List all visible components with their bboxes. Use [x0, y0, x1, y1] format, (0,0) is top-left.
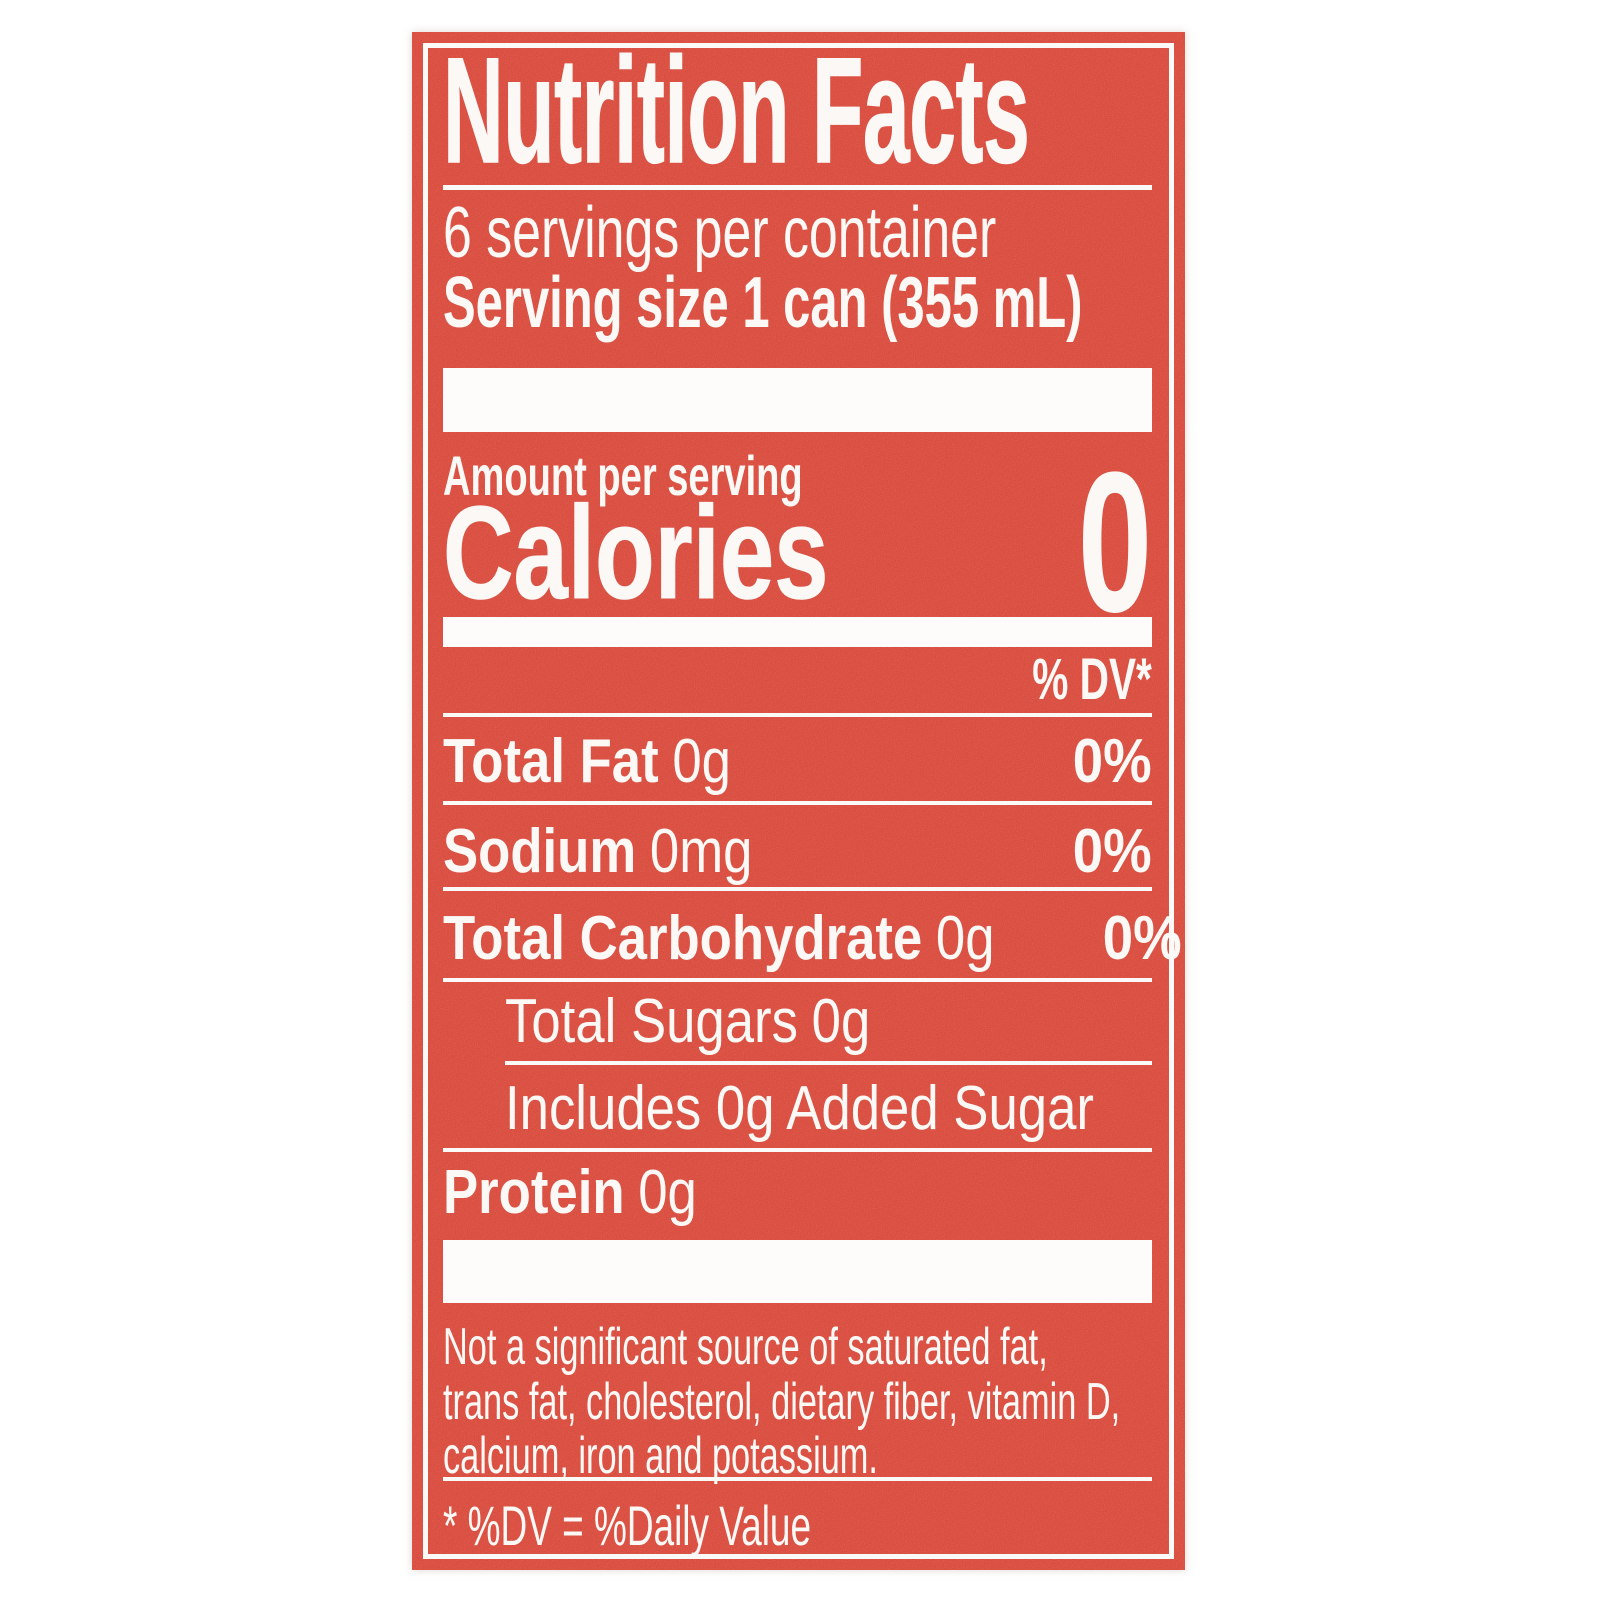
serving-size-text: Serving size 1 can (355 mL) — [443, 263, 1083, 343]
nutrient-name-text: Total Carbohydrate — [443, 904, 923, 973]
separator-bar-bottom — [443, 1240, 1152, 1303]
nutrient-amount: 0g — [638, 1158, 697, 1227]
daily-value-header-text: % DV* — [1032, 647, 1152, 712]
separator-bar-middle — [443, 617, 1152, 647]
nutrition-facts-label: Nutrition Facts 6 servings per container… — [412, 32, 1185, 1570]
nutrient-name: Total Fat 0g — [443, 731, 731, 793]
nutrient-name: Protein 0g — [443, 1162, 697, 1224]
calories-label: Calories — [443, 479, 964, 626]
row-divider — [443, 1148, 1152, 1152]
nutrient-name: Includes 0g Added Sugar — [505, 1078, 1108, 1140]
servings-per-container-text: 6 servings per container — [443, 193, 997, 273]
daily-value-note: * %DV = %Daily Value — [443, 1498, 1001, 1554]
title-underline — [443, 185, 1152, 190]
daily-value-note-text: * %DV = %Daily Value — [443, 1494, 812, 1557]
nutrient-dv: 0% — [1102, 904, 1182, 973]
row-divider — [443, 887, 1152, 891]
calories-value-text: 0 — [1077, 431, 1152, 654]
nutrient-dv: 0% — [1073, 727, 1152, 796]
servings-per-container: 6 servings per container — [443, 197, 1185, 269]
nutrient-row-sodium: Sodium 0mg 0% — [443, 821, 1152, 883]
footnote-line: trans fat, cholesterol, dietary fiber, v… — [443, 1372, 1185, 1431]
nutrient-row-protein: Protein 0g — [443, 1162, 1152, 1224]
footnote-line-text: trans fat, cholesterol, dietary fiber, v… — [443, 1372, 1121, 1431]
nutrient-amount: 0mg — [649, 817, 753, 886]
nutrient-name-text: Sodium — [443, 817, 637, 886]
separator-bar-top — [443, 368, 1152, 432]
row-divider — [443, 1477, 1152, 1481]
calories-value: 0 — [1041, 443, 1152, 643]
calories-label-text: Calories — [443, 479, 829, 626]
footnote-line-text: calcium, iron and potassium. — [443, 1427, 878, 1486]
footnote-line: calcium, iron and potassium. — [443, 1429, 1185, 1484]
nutrient-name-text: Total Sugars — [505, 987, 798, 1056]
nutrient-dv: 0% — [1073, 817, 1152, 886]
nutrient-row-total-fat: Total Fat 0g 0% — [443, 731, 1152, 793]
nutrient-name: Sodium 0mg — [443, 821, 752, 883]
nutrient-name: Total Sugars 0g — [505, 991, 870, 1053]
nutrient-amount: 0g — [672, 727, 731, 796]
row-divider — [443, 978, 1152, 982]
nutrient-name-text: Total Fat — [443, 727, 659, 796]
footnote-line: Not a significant source of saturated fa… — [443, 1320, 1185, 1375]
nutrient-row-added-sugar: Includes 0g Added Sugar 0% — [505, 1078, 1152, 1140]
nutrient-row-total-carbohydrate: Total Carbohydrate 0g 0% — [443, 908, 1182, 970]
footnote: Not a significant source of saturated fa… — [443, 1320, 1185, 1484]
label-title-text: Nutrition Facts — [443, 32, 1031, 194]
footnote-line-text: Not a significant source of saturated fa… — [443, 1318, 1048, 1376]
label-title: Nutrition Facts — [443, 32, 1185, 194]
serving-size: Serving size 1 can (355 mL) — [443, 267, 1185, 339]
nutrient-name: Total Carbohydrate 0g — [443, 908, 995, 970]
nutrient-amount — [1094, 1074, 1108, 1143]
nutrient-name-text: Protein — [443, 1158, 625, 1227]
nutrient-amount: 0g — [811, 987, 871, 1056]
row-divider — [443, 801, 1152, 805]
row-divider-indented — [505, 1061, 1152, 1065]
daily-value-header: % DV* — [981, 651, 1152, 709]
row-divider — [443, 713, 1152, 717]
nutrient-amount: 0g — [935, 904, 995, 973]
nutrient-row-total-sugars: Total Sugars 0g — [505, 991, 1152, 1053]
nutrient-name-text: Includes 0g Added Sugar — [505, 1074, 1094, 1143]
